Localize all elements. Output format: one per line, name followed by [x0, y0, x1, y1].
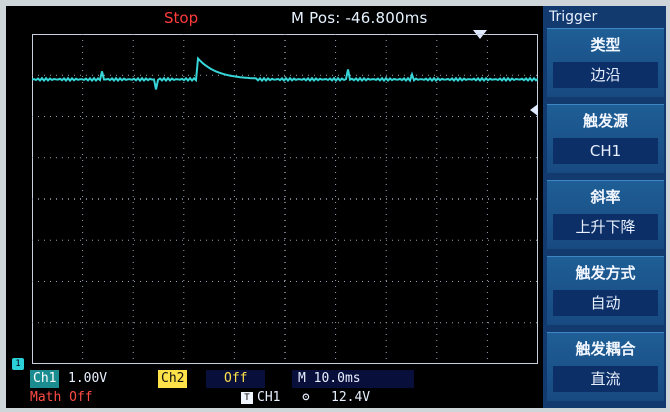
- main-position-readout: M Pos: -46.800ms: [291, 9, 428, 27]
- ch2-label[interactable]: Ch2: [158, 370, 188, 388]
- ch1-label[interactable]: Ch1: [30, 370, 60, 388]
- run-status: Stop: [164, 9, 199, 27]
- info-bar: Ch1 1.00V Ch2 Off M 10.0ms Math Off T CH…: [6, 366, 546, 408]
- status-bar: Stop M Pos: -46.800ms: [6, 6, 538, 39]
- menu-item-value: 边沿: [553, 62, 658, 88]
- math-state: Math Off: [30, 390, 93, 405]
- menu-item-label: 触发方式: [575, 264, 636, 282]
- menu-item-value: 自动: [553, 290, 658, 316]
- menu-item-label: 触发耦合: [575, 340, 636, 358]
- menu-item-label: 斜率: [590, 188, 621, 206]
- trigger-level-icon: [530, 104, 538, 116]
- trigger-level: 12.4V: [331, 390, 371, 405]
- ch1-scale: 1.00V: [68, 371, 108, 386]
- ch1-ground-marker: 1: [12, 358, 24, 370]
- slope-icon: ʘ: [302, 390, 310, 405]
- menu-item-value: 直流: [553, 366, 658, 392]
- trigger-source: CH1: [257, 390, 281, 405]
- graticule: [32, 34, 538, 364]
- menu-item-type[interactable]: 类型 边沿: [547, 28, 664, 97]
- menu-item-source[interactable]: 触发源 CH1: [547, 104, 664, 173]
- trigger-source-icon: T: [241, 392, 253, 404]
- menu-item-mode[interactable]: 触发方式 自动: [547, 256, 664, 325]
- menu-item-value: 上升下降: [553, 214, 658, 240]
- menu-item-coupling[interactable]: 触发耦合 直流: [547, 332, 664, 401]
- timebase-readout: M 10.0ms: [292, 370, 414, 388]
- ch1-waveform: [32, 56, 538, 90]
- menu-item-slope[interactable]: 斜率 上升下降: [547, 180, 664, 249]
- main-position-value: -46.800ms: [345, 9, 428, 27]
- main-position-label: M Pos:: [291, 9, 341, 27]
- trigger-menu: Trigger 类型 边沿 触发源 CH1 斜率 上升下降 触发方式 自动 触发…: [543, 6, 666, 408]
- oscilloscope-screen: Stop M Pos: -46.800ms 1 Ch1 1.00V Ch2 Of…: [6, 6, 666, 408]
- grid-svg: [32, 34, 538, 364]
- menu-item-value: CH1: [553, 138, 658, 164]
- ch2-state: Off: [206, 370, 266, 388]
- menu-title: Trigger: [549, 9, 598, 25]
- menu-item-label: 类型: [590, 36, 621, 54]
- menu-item-label: 触发源: [582, 112, 628, 130]
